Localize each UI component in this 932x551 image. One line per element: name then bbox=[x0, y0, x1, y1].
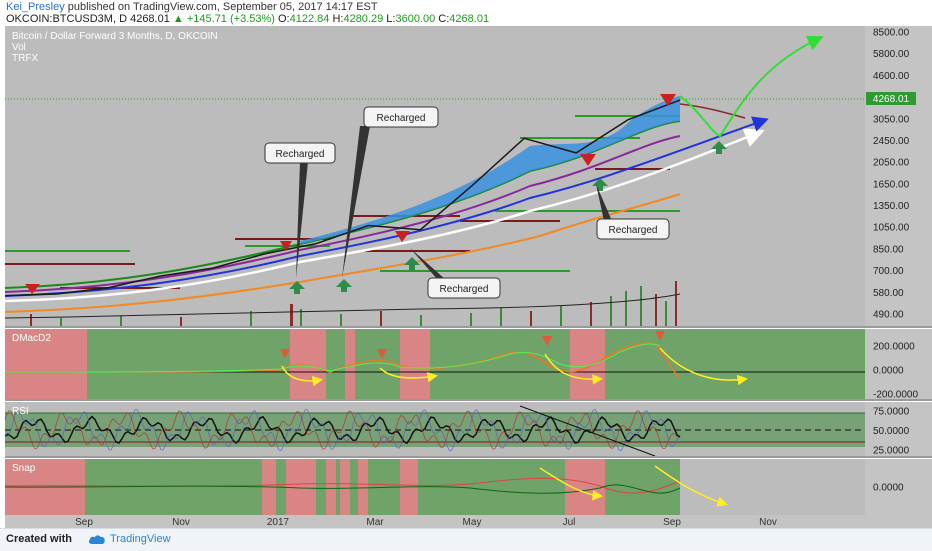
published-text: published on TradingView.com, September … bbox=[67, 1, 378, 13]
close-value: 4268.01 bbox=[449, 13, 490, 25]
rsi-tick-label: 75.0000 bbox=[873, 407, 910, 418]
dmacd-legend: DMacD2 bbox=[12, 333, 51, 344]
price-tick-label: 4600.00 bbox=[873, 71, 910, 82]
time-tick-label: Nov bbox=[759, 517, 777, 528]
open-value: 4122.84 bbox=[289, 13, 330, 25]
callout-label-3: Recharged bbox=[440, 284, 489, 295]
dmacd-axis: 200.0000 0.0000 -200.0000 bbox=[873, 342, 918, 401]
dmacd-red-zones bbox=[5, 329, 605, 399]
current-price-tag bbox=[866, 92, 916, 105]
price-tick-label: 1350.00 bbox=[873, 201, 910, 212]
chart-svg[interactable]: Recharged Recharged Recharged Recharged … bbox=[0, 26, 932, 528]
price-tick-label: 5800.00 bbox=[873, 49, 910, 60]
rsi-fast-line bbox=[4, 408, 680, 452]
price-series bbox=[4, 99, 681, 297]
callout-recharged-4: Recharged bbox=[596, 184, 670, 240]
price-tick-label: 700.00 bbox=[873, 266, 904, 277]
open-label: O: bbox=[278, 13, 290, 25]
snap-yellow-arrow-1 bbox=[539, 467, 603, 501]
created-with-label: Created with bbox=[6, 533, 73, 545]
dmacd-tick-label: 0.0000 bbox=[873, 366, 904, 377]
callout-label-4: Recharged bbox=[609, 225, 658, 236]
time-axis-bg bbox=[5, 515, 932, 528]
footer-bar: Created with TradingView bbox=[0, 528, 932, 551]
chart-area[interactable]: Recharged Recharged Recharged Recharged … bbox=[0, 26, 932, 528]
high-value: 4280.29 bbox=[343, 13, 384, 25]
rsi-tick-label: 50.0000 bbox=[873, 426, 910, 437]
time-tick-label: Nov bbox=[172, 517, 190, 528]
callout-label-1: Recharged bbox=[276, 149, 325, 160]
time-tick-label: Mar bbox=[366, 517, 384, 528]
rsi-trendline bbox=[519, 405, 656, 457]
price-tick-label: 8500.00 bbox=[873, 28, 910, 39]
price-tick-label: 1050.00 bbox=[873, 223, 910, 234]
volume-bars bbox=[4, 281, 681, 326]
green-up-arrows bbox=[289, 141, 727, 294]
trfx-legend: TRFX bbox=[12, 53, 38, 64]
callout-label-2: Recharged bbox=[377, 113, 426, 124]
dmacd-signal-line bbox=[4, 343, 661, 373]
ohlc-line: OKCOIN:BTCUSD3M, D 4268.01 ▲ +145.71 (+3… bbox=[6, 13, 489, 25]
publish-line: Kei_Presley published on TradingView.com… bbox=[6, 1, 378, 13]
time-tick-label: Sep bbox=[75, 517, 93, 528]
dmacd-tick-label: -200.0000 bbox=[873, 390, 918, 401]
price-tick-label: 1650.00 bbox=[873, 179, 910, 190]
red-signal-markers bbox=[25, 94, 676, 294]
rsi-legend: RSI bbox=[12, 406, 29, 417]
time-tick-label: Jul bbox=[563, 517, 576, 528]
time-tick-label: 2017 bbox=[267, 517, 290, 528]
low-value: 3600.00 bbox=[395, 13, 436, 25]
callout-recharged-3: Recharged bbox=[410, 248, 501, 299]
snap-axis: 0.0000 bbox=[873, 483, 904, 494]
dmacd-tick-label: 200.0000 bbox=[873, 342, 915, 353]
price-tick-label: 2450.00 bbox=[873, 136, 910, 147]
price-tick-label: 3050.00 bbox=[873, 114, 910, 125]
price-axis-bg bbox=[865, 26, 932, 326]
snap-green-line bbox=[4, 484, 681, 494]
low-label: L: bbox=[386, 13, 396, 25]
vol-legend: Vol bbox=[12, 42, 26, 53]
dmacd-axis-bg bbox=[865, 329, 932, 399]
rsi-axis: 75.0000 50.0000 25.0000 bbox=[873, 407, 910, 457]
up-triangle-icon: ▲ bbox=[172, 13, 184, 25]
time-axis: Sep Nov 2017 Mar May Jul Sep Nov bbox=[75, 517, 777, 528]
time-tick-label: May bbox=[463, 517, 482, 528]
high-label: H: bbox=[332, 13, 344, 25]
callout-recharged-2: Recharged bbox=[342, 106, 439, 278]
symbol-text: OKCOIN:BTCUSD3M, D bbox=[6, 13, 128, 25]
author-link[interactable]: Kei_Presley bbox=[6, 1, 65, 13]
callout-recharged-1: Recharged bbox=[264, 142, 336, 278]
tradingview-cloud-icon bbox=[88, 535, 105, 544]
dmacd-yellow-arrows bbox=[281, 347, 748, 387]
snap-tick-label: 0.0000 bbox=[873, 483, 904, 494]
rsi-axis-bg bbox=[865, 402, 932, 456]
dmacd-down-arrows bbox=[280, 331, 665, 359]
change-text: +145.71 (+3.53%) bbox=[186, 13, 275, 25]
rsi-line bbox=[4, 415, 681, 445]
close-label: C: bbox=[438, 13, 450, 25]
snap-yellow-arrow-2 bbox=[654, 465, 728, 507]
last-price: 4268.01 bbox=[130, 13, 170, 25]
header-bar: Kei_Presley published on TradingView.com… bbox=[0, 0, 932, 26]
snap-legend: Snap bbox=[12, 463, 36, 474]
rsi-slow-line bbox=[4, 410, 680, 450]
price-tick-label: 490.00 bbox=[873, 310, 904, 321]
chart-title: Bitcoin / Dollar Forward 3 Months, D, OK… bbox=[12, 31, 218, 42]
projection-arrow bbox=[679, 35, 824, 138]
price-tick-label: 2050.00 bbox=[873, 158, 910, 169]
rsi-tick-label: 25.0000 bbox=[873, 446, 910, 457]
price-tick-label: 850.00 bbox=[873, 244, 904, 255]
dmacd-pane-bg bbox=[5, 329, 865, 399]
current-price-tag-label: 4268.01 bbox=[873, 94, 910, 105]
snap-axis-bg bbox=[865, 459, 932, 515]
price-tick-label: 580.00 bbox=[873, 288, 904, 299]
tradingview-link[interactable]: TradingView bbox=[110, 533, 171, 545]
time-tick-label: Sep bbox=[663, 517, 681, 528]
